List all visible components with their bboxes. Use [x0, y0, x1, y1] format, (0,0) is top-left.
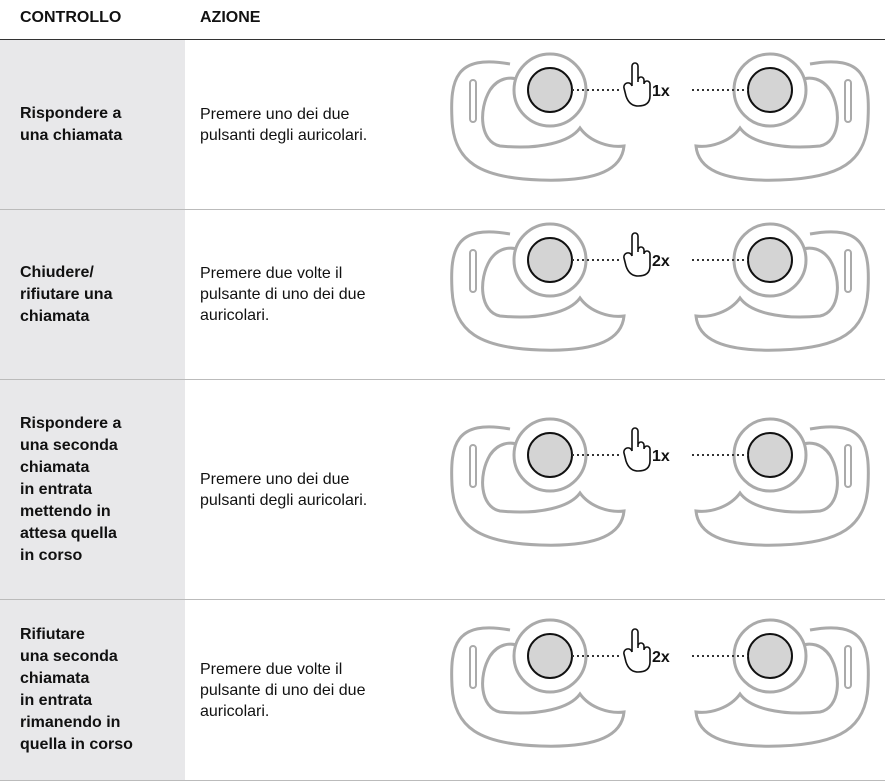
table-row: Rifiutare una seconda chiamata in entrata ri… [0, 600, 885, 781]
earbud-slot [469, 644, 477, 689]
press-count: 1x [652, 448, 670, 465]
press-count: 2x [652, 649, 670, 666]
earbud-body [694, 425, 870, 547]
earbud-button [747, 632, 793, 679]
earbud-illustration: 1x [450, 52, 870, 182]
action-text: auricolari. [200, 307, 270, 324]
table-row: Rispondere a una chiamata Premere uno dei … [0, 40, 885, 210]
action-text: Premere due volte il [200, 265, 343, 282]
action-text: Premere due volte il [200, 660, 343, 678]
action-text: auricolari. [200, 702, 270, 720]
earbud-body [450, 60, 626, 182]
earbud-slot [469, 79, 477, 123]
earbud-button [527, 432, 573, 478]
table-header: CONTROLLO AZIONE [0, 0, 885, 40]
control-text: Chiudere/ [20, 263, 94, 281]
earbud-slot [844, 79, 852, 123]
action-text: pulsanti degli auricolari. [200, 491, 368, 509]
column-header: CONTROLLO [20, 9, 122, 26]
earbud-button [747, 67, 793, 113]
earbud-button [527, 237, 573, 283]
table-row: Chiudere/rifiutare una chiamata Premere du… [0, 210, 885, 380]
control-text: Rispondere a [20, 414, 122, 432]
action-cell: Premere uno dei due pulsanti degli aurico… [200, 380, 367, 599]
control-text: in entrata [20, 480, 93, 498]
control-cell: Rispondere a una chiamata [0, 40, 185, 209]
earbud-body [694, 60, 870, 182]
hand-icon [623, 627, 651, 673]
control-cell: Chiudere/rifiutare una chiamata [0, 210, 185, 379]
control-text: chiamata [20, 458, 90, 476]
earbud-illustration: 1x [450, 417, 870, 547]
earbud-button [747, 432, 793, 478]
action-text: pulsante di uno dei due [200, 681, 366, 699]
control-text: chiamata [20, 307, 90, 325]
press-count: 1x [652, 83, 670, 100]
action-cell: Premere uno dei due pulsanti degli aurico… [200, 40, 367, 209]
action-cell: Premere due volte il pulsante di uno dei … [200, 600, 365, 780]
earbud-illustration: 2x [450, 618, 870, 748]
control-text: Rifiutare [20, 626, 85, 643]
earbud-body [450, 625, 626, 748]
earbud-button [747, 237, 793, 283]
hand-icon [623, 427, 651, 472]
control-text: una seconda [20, 436, 118, 454]
control-text: attesa quella [20, 524, 117, 542]
action-text: Premere uno dei due [200, 470, 350, 488]
action-text: pulsante di uno dei due [200, 286, 366, 303]
column-header: AZIONE [200, 9, 261, 26]
press-count: 2x [652, 253, 670, 270]
earbud-illustration: 2x [450, 222, 870, 352]
earbud-slot [844, 444, 852, 488]
earbud-body [694, 230, 870, 352]
control-text: rimanendo in [20, 714, 121, 731]
earbud-button [527, 632, 573, 679]
action-text: Premere uno dei due [200, 105, 350, 123]
earbud-body [694, 625, 870, 748]
control-cell: Rifiutare una seconda chiamata in entrata ri… [0, 600, 185, 780]
control-text: in entrata [20, 692, 93, 709]
hand-icon [623, 62, 651, 107]
earbud-slot [469, 249, 477, 293]
earbud-slot [844, 249, 852, 293]
action-text: pulsanti degli auricolari. [200, 126, 368, 144]
control-text: rifiutare una [20, 285, 113, 303]
control-text: una chiamata [20, 126, 123, 144]
action-cell: Premere due volte il pulsante di uno dei … [200, 210, 365, 379]
earbud-body [450, 425, 626, 547]
earbud-slot [469, 444, 477, 488]
control-text: una seconda [20, 648, 118, 665]
control-text: quella in corso [20, 736, 133, 753]
control-cell: Rispondere a una seconda chiamata in entrat… [0, 380, 185, 599]
control-text: mettendo in [20, 502, 111, 520]
earbud-body [450, 230, 626, 352]
control-text: chiamata [20, 670, 90, 687]
table-row: Rispondere a una seconda chiamata in entrat… [0, 380, 885, 600]
earbud-button [527, 67, 573, 113]
control-text: in corso [20, 546, 83, 564]
control-text: Rispondere a [20, 104, 122, 122]
hand-icon [623, 232, 651, 277]
earbud-slot [844, 644, 852, 689]
